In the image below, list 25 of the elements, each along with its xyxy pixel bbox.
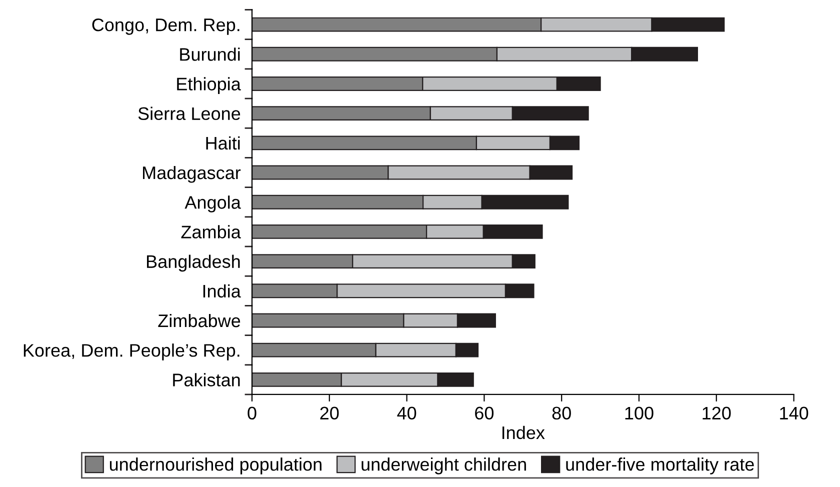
y-tick-label: Bangladesh: [147, 254, 240, 272]
y-tick-label: Korea, Dem. People’s Rep.: [24, 344, 240, 360]
x-tick-label: 120: [702, 406, 731, 420]
y-tick-label: Zambia: [181, 225, 241, 238]
x-tick-label: 100: [625, 406, 654, 420]
x-axis-title: Index: [502, 426, 545, 440]
x-tick-label: 60: [475, 406, 494, 420]
x-tick-label: 80: [552, 406, 571, 420]
y-tick-label: Sierra Leone: [138, 106, 240, 120]
x-tick-label: 20: [320, 406, 339, 420]
y-tick-label: Haiti: [206, 136, 240, 150]
y-tick-label: Ethiopia: [177, 77, 241, 94]
x-tick-label: 0: [248, 406, 256, 420]
y-tick-label: Pakistan: [173, 373, 240, 386]
x-tick-label: 140: [780, 406, 808, 420]
y-tick-label: Congo, Dem. Rep.: [92, 18, 240, 35]
legend-label: undernourished population: [110, 458, 322, 474]
y-tick-label: Angola: [184, 196, 241, 212]
y-tick-label: Zimbabwe: [158, 314, 240, 328]
legend-label: under-five mortality rate: [566, 458, 754, 474]
legend-label: underweight children: [362, 458, 526, 474]
y-tick-label: Madagascar: [143, 166, 241, 183]
y-tick-label: Burundi: [180, 48, 240, 61]
x-tick-label: 40: [397, 406, 416, 420]
y-tick-label: India: [203, 284, 241, 298]
